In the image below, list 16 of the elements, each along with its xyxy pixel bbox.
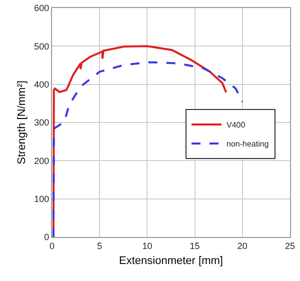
x-tick-label: 20	[237, 240, 248, 251]
y-tick-label: 500	[34, 41, 50, 52]
y-tick-label: 200	[34, 156, 50, 166]
y-tick-label: 100	[34, 194, 50, 204]
y-tick-label: 300	[34, 118, 50, 128]
x-tick-label: 5	[97, 240, 102, 251]
x-axis-title: Extensionmeter [mm]	[119, 255, 223, 267]
y-axis-title: Strength [N/mm²]	[16, 80, 28, 164]
legend-label: V400	[226, 120, 246, 130]
legend-label: non-heating	[226, 140, 269, 149]
x-tick-label: 25	[284, 240, 296, 251]
x-tick-label: 15	[190, 240, 200, 251]
y-tick-label: 400	[34, 79, 50, 90]
y-tick-label: 600	[34, 3, 50, 14]
y-tick-label: 0	[44, 232, 50, 242]
x-tick-label: 10	[142, 240, 152, 251]
